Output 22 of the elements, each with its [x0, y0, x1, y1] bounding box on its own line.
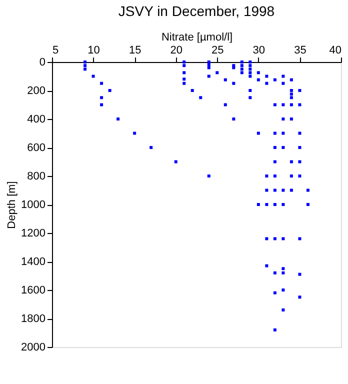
y-tick-label: 400 [27, 114, 46, 126]
x-tick-label: 40 [329, 44, 342, 56]
y-tick-label: 1800 [21, 313, 46, 325]
y-tick-label: 1000 [21, 199, 46, 211]
y-tick-label: 200 [27, 85, 46, 97]
y-tick-label: 800 [27, 170, 46, 182]
y-tick-label: 2000 [21, 342, 46, 354]
y-tick-label: 1600 [21, 284, 46, 296]
y-tick-label: 600 [27, 142, 46, 154]
x-tick-label: 30 [252, 44, 266, 56]
y-tick-label: 1200 [21, 228, 46, 240]
x-tick-label: 15 [128, 44, 142, 56]
x-tick-label: 35 [294, 44, 306, 56]
x-tick-label: 20 [170, 44, 182, 56]
x-tick-label: 5 [52, 44, 59, 56]
chart-title: JSVY in December, 1998 [118, 3, 275, 19]
y-axis-title: Depth [m] [6, 181, 18, 229]
x-axis-title: Nitrate [µmol/l] [161, 32, 233, 44]
x-tick-label: 10 [88, 44, 100, 56]
y-tick-label: 0 [39, 56, 46, 68]
y-tick-label: 1400 [21, 256, 46, 268]
x-tick-label: 25 [212, 44, 224, 56]
